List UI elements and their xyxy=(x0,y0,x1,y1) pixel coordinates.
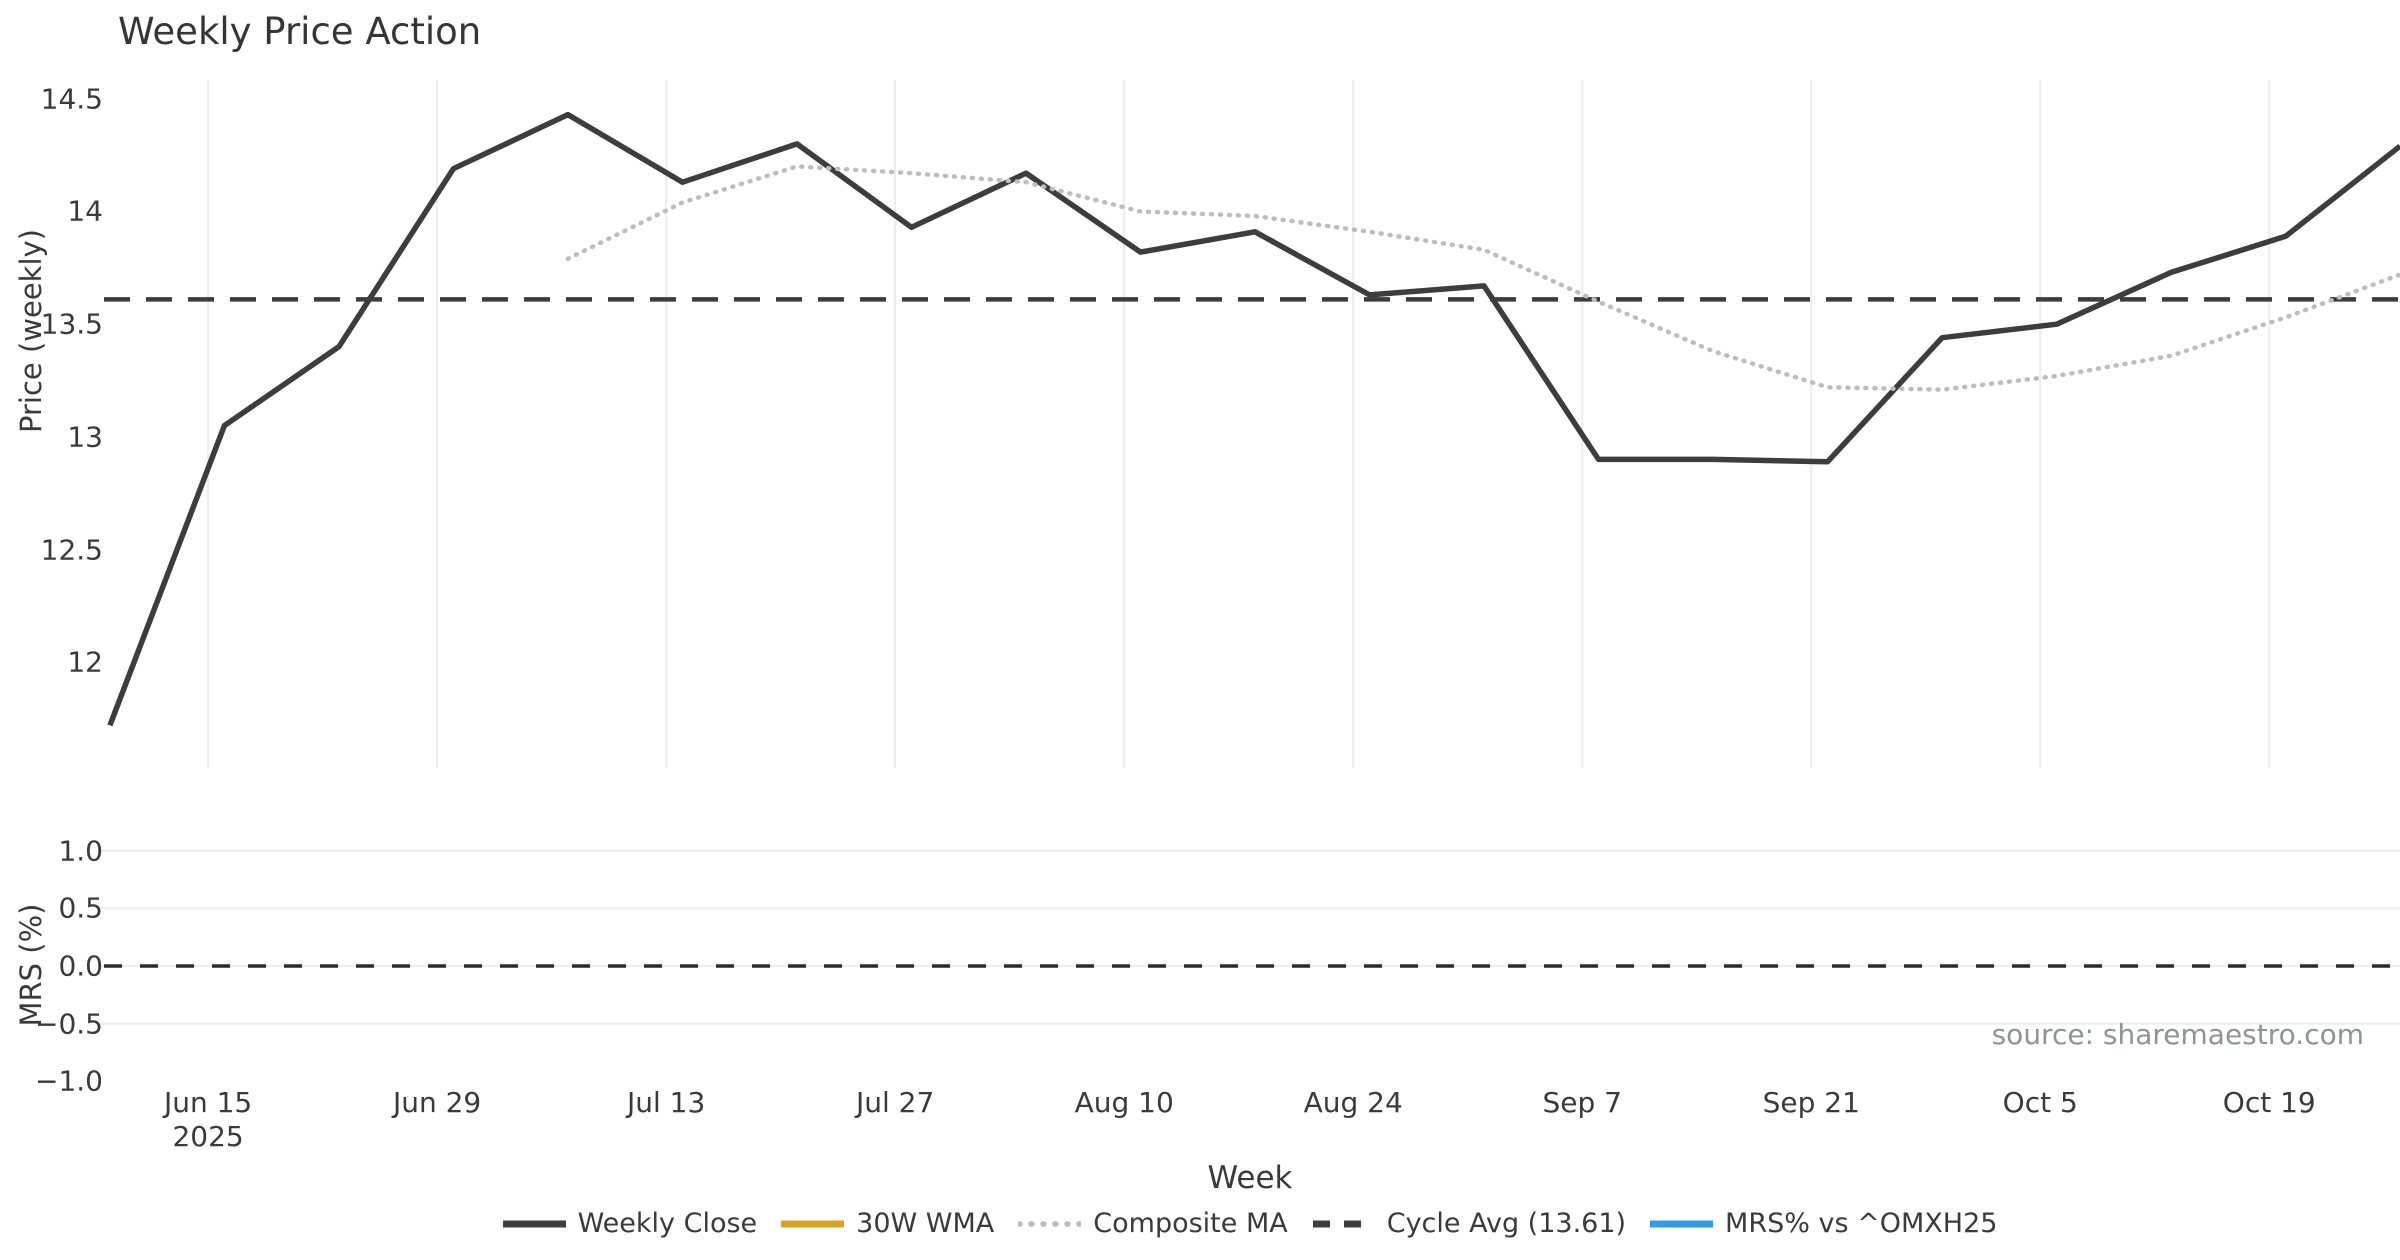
x-tick-label: Sep 21 xyxy=(1762,1086,1860,1119)
legend: Weekly Close 30W WMA Composite MA Cycle Avg… xyxy=(100,1208,2400,1239)
price-axis-title: Price (weekly) xyxy=(14,228,48,434)
x-tick-label: Jul 13 xyxy=(626,1086,706,1119)
legend-item: Composite MA xyxy=(1018,1208,1288,1239)
legend-swatch-solid-icon xyxy=(502,1220,566,1227)
x-tick-label: Oct 5 xyxy=(2002,1086,2078,1119)
composite-ma-line xyxy=(565,164,2400,392)
reference-lines xyxy=(104,297,2400,968)
x-tick-label: Jun 15 2025 xyxy=(163,1086,253,1153)
legend-label: 30W WMA xyxy=(856,1208,995,1239)
mrs-ytick-label: 0.0 xyxy=(58,949,103,983)
x-axis-title: Week xyxy=(1207,1160,1293,1196)
data-series-lines xyxy=(107,111,2400,727)
legend-swatch-solid-icon xyxy=(1650,1220,1714,1227)
price-ytick-label: 13.5 xyxy=(40,307,103,341)
mrs-ytick-label: −0.5 xyxy=(35,1007,103,1041)
price-ytick-label: 13 xyxy=(67,420,103,454)
x-tick-label: Jun 29 xyxy=(392,1086,482,1119)
legend-item: Cycle Avg (13.61) xyxy=(1312,1208,1626,1239)
price-ytick-label: 12 xyxy=(67,645,103,679)
mrs-axis-title: MRS (%) xyxy=(14,903,48,1027)
legend-swatch-solid-icon xyxy=(781,1220,845,1227)
legend-label: MRS% vs ^OMXH25 xyxy=(1725,1208,1998,1239)
legend-label: Weekly Close xyxy=(577,1208,758,1239)
x-tick-label: Aug 10 xyxy=(1074,1086,1174,1119)
legend-item: 30W WMA xyxy=(781,1208,994,1239)
x-tick-label: Jul 27 xyxy=(856,1086,935,1119)
x-tick-label: Oct 19 xyxy=(2222,1086,2316,1119)
legend-swatch-dashed-icon xyxy=(1312,1220,1374,1227)
mrs-ytick-label: 0.5 xyxy=(58,891,103,925)
gridlines xyxy=(100,80,2400,1025)
legend-label: Cycle Avg (13.61) xyxy=(1386,1208,1627,1239)
legend-swatch-dotted-icon xyxy=(1018,1220,1082,1227)
price-ytick-label: 12.5 xyxy=(40,533,103,567)
mrs-ytick-label: −1.0 xyxy=(35,1064,103,1098)
price-ytick-label: 14 xyxy=(67,194,103,228)
legend-item: MRS% vs ^OMXH25 xyxy=(1650,1208,1997,1239)
price-ytick-label: 14.5 xyxy=(40,82,103,116)
chart-title: Weekly Price Action xyxy=(118,10,482,53)
mrs-ytick-label: 1.0 xyxy=(58,834,103,868)
x-tick-year-label: 2025 xyxy=(172,1120,244,1153)
x-tick-label: Aug 24 xyxy=(1303,1086,1403,1119)
x-tick-label: Sep 7 xyxy=(1542,1086,1622,1119)
legend-item: Weekly Close xyxy=(502,1208,758,1239)
source-credit: source: sharemaestro.com xyxy=(1991,1018,2364,1051)
weekly-close-line xyxy=(107,111,2400,727)
legend-label: Composite MA xyxy=(1093,1208,1288,1239)
